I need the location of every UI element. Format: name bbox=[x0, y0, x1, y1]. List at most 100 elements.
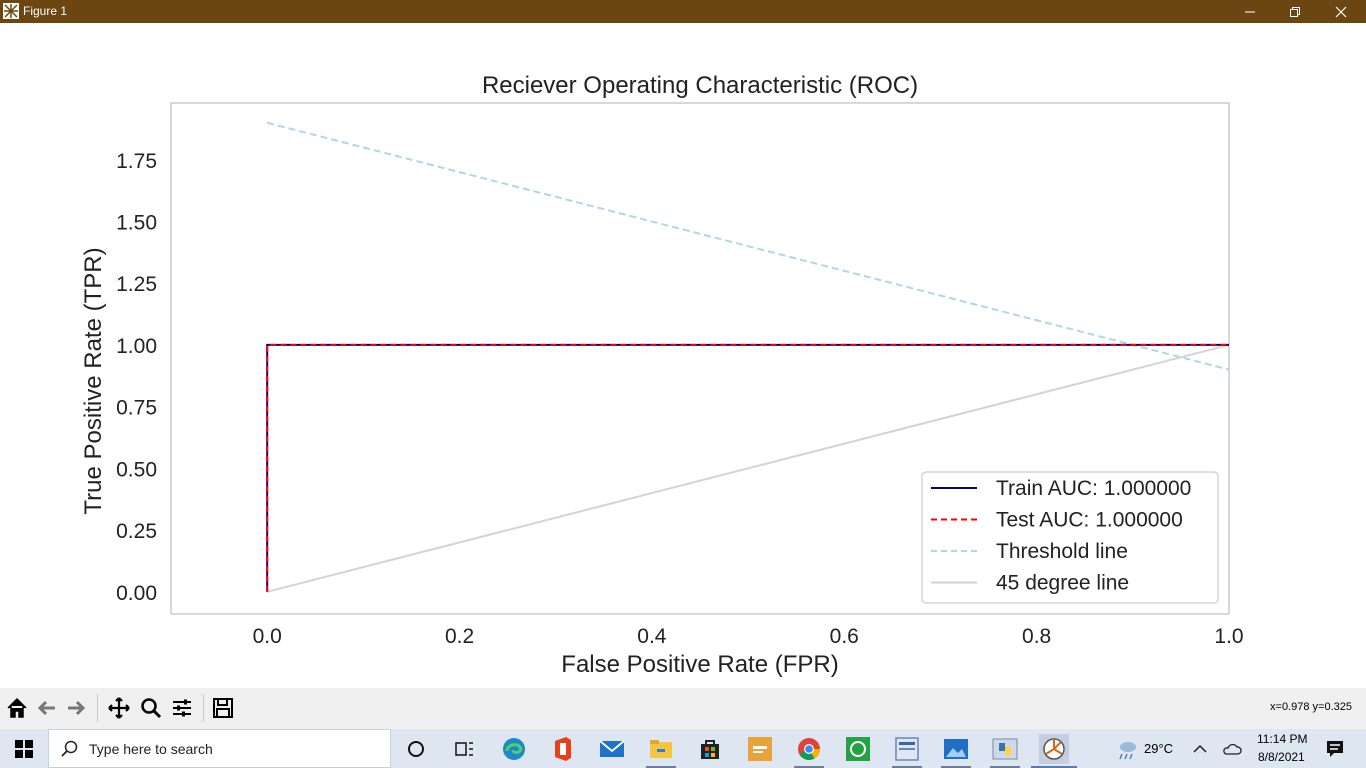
taskbar: Type here to search bbox=[0, 729, 1366, 768]
whatsapp-button[interactable] bbox=[843, 734, 873, 764]
chart-title: Reciever Operating Characteristic (ROC) bbox=[482, 72, 918, 99]
edge-icon bbox=[503, 738, 525, 760]
legend-entry: 45 degree line bbox=[996, 572, 1129, 595]
x-tick-label: 0.0 bbox=[253, 625, 282, 648]
chrome-icon bbox=[798, 738, 820, 760]
back-icon bbox=[37, 700, 55, 716]
photos-button[interactable] bbox=[941, 734, 971, 764]
legend-entry: Threshold line bbox=[996, 540, 1128, 563]
forward-button[interactable] bbox=[61, 693, 91, 723]
series-line bbox=[266, 121, 1230, 371]
pan-icon bbox=[108, 697, 130, 719]
zoom-button[interactable] bbox=[136, 693, 166, 723]
figure-canvas[interactable]: Reciever Operating Characteristic (ROC) … bbox=[0, 23, 1366, 688]
clock-time[interactable]: 11:14 PM bbox=[1257, 732, 1308, 746]
matplotlib-figure-icon bbox=[1043, 738, 1065, 760]
cortana-icon bbox=[408, 741, 424, 757]
mail-button[interactable] bbox=[597, 734, 627, 764]
clock-date[interactable]: 8/8/2021 bbox=[1258, 750, 1305, 764]
photos-icon bbox=[944, 739, 968, 759]
cortana-button[interactable] bbox=[401, 734, 431, 764]
file-explorer-button[interactable] bbox=[646, 734, 676, 764]
pan-button[interactable] bbox=[104, 693, 134, 723]
taskbar-search-box[interactable]: Type here to search bbox=[48, 729, 391, 768]
search-placeholder: Type here to search bbox=[89, 741, 213, 757]
home-icon bbox=[7, 697, 27, 718]
chevron-up-icon bbox=[1193, 744, 1207, 753]
y-tick-label: 1.00 bbox=[116, 335, 157, 358]
prime-video-button[interactable] bbox=[745, 734, 775, 764]
zoom-icon bbox=[141, 698, 162, 719]
x-axis-label: False Positive Rate (FPR) bbox=[561, 651, 838, 678]
save-button[interactable] bbox=[208, 693, 238, 723]
cloud-icon bbox=[1223, 743, 1242, 755]
y-tick-label: 0.25 bbox=[116, 520, 157, 543]
office-button[interactable] bbox=[548, 734, 578, 764]
legend-entry: Train AUC: 1.000000 bbox=[996, 477, 1191, 500]
forward-icon bbox=[68, 700, 86, 716]
notification-icon bbox=[1327, 741, 1343, 757]
active-app-indicator bbox=[990, 766, 1020, 768]
series-line bbox=[266, 343, 1229, 592]
search-icon bbox=[61, 740, 78, 757]
navigation-toolbar: x=0.978 y=0.325 bbox=[0, 688, 1366, 729]
weather-button[interactable] bbox=[1112, 734, 1142, 764]
chrome-button[interactable] bbox=[794, 734, 824, 764]
office-icon bbox=[555, 737, 571, 761]
toolbar-separator bbox=[97, 694, 98, 722]
mail-icon bbox=[599, 740, 625, 757]
weather-temperature: 29°C bbox=[1144, 741, 1174, 756]
back-button[interactable] bbox=[32, 693, 62, 723]
y-tick-label: 0.75 bbox=[116, 397, 157, 420]
word-editor-icon bbox=[895, 737, 919, 761]
close-button[interactable] bbox=[1318, 0, 1364, 23]
python-button[interactable] bbox=[990, 734, 1020, 764]
whatsapp-icon bbox=[846, 737, 870, 761]
action-center-button[interactable] bbox=[1320, 734, 1350, 764]
y-tick-label: 0.00 bbox=[116, 582, 157, 605]
edge-button[interactable] bbox=[499, 734, 529, 764]
x-tick-label: 0.4 bbox=[637, 625, 667, 648]
prime-video-icon bbox=[748, 737, 772, 761]
active-app-indicator bbox=[1031, 766, 1077, 768]
x-tick-label: 0.6 bbox=[830, 625, 859, 648]
configure-subplots-icon bbox=[173, 699, 191, 717]
window-titlebar: Figure 1 bbox=[0, 0, 1366, 23]
minimize-icon bbox=[1245, 11, 1255, 12]
legend-entry: Test AUC: 1.000000 bbox=[996, 509, 1183, 532]
y-axis-label: True Positive Rate (TPR) bbox=[80, 247, 107, 514]
word-editor-button[interactable] bbox=[892, 734, 922, 764]
active-app-indicator bbox=[794, 766, 824, 768]
active-app-indicator bbox=[941, 766, 971, 768]
cursor-coordinates: x=0.978 y=0.325 bbox=[1270, 701, 1352, 713]
minimize-button[interactable] bbox=[1227, 0, 1273, 23]
task-view-icon bbox=[455, 742, 473, 756]
y-tick-label: 1.25 bbox=[116, 273, 157, 296]
show-hidden-icons-button[interactable] bbox=[1187, 734, 1213, 764]
restore-icon bbox=[1290, 6, 1300, 17]
windows-logo-icon bbox=[15, 739, 33, 758]
active-app-indicator bbox=[892, 766, 922, 768]
start-button[interactable] bbox=[0, 729, 48, 768]
task-view-button[interactable] bbox=[449, 734, 479, 764]
legend-box bbox=[921, 471, 1219, 604]
y-tick-label: 0.50 bbox=[116, 458, 157, 481]
x-tick-label: 1.0 bbox=[1214, 625, 1243, 648]
onedrive-button[interactable] bbox=[1219, 734, 1245, 764]
x-tick-label: 0.2 bbox=[445, 625, 474, 648]
restore-button[interactable] bbox=[1272, 0, 1318, 23]
y-tick-label: 1.75 bbox=[116, 150, 157, 173]
x-tick-label: 0.8 bbox=[1022, 625, 1051, 648]
store-icon bbox=[701, 740, 719, 759]
save-icon bbox=[213, 698, 233, 718]
weather-icon bbox=[1119, 742, 1136, 760]
matplotlib-app-icon bbox=[3, 3, 19, 19]
matplotlib-figure-button[interactable] bbox=[1039, 734, 1069, 764]
configure-subplots-button[interactable] bbox=[167, 693, 197, 723]
y-tick-label: 1.50 bbox=[116, 211, 157, 234]
store-button[interactable] bbox=[695, 734, 725, 764]
active-app-indicator bbox=[646, 766, 676, 768]
legend: Train AUC: 1.000000 Test AUC: 1.000000 Thr… bbox=[921, 471, 1219, 604]
home-button[interactable] bbox=[2, 693, 32, 723]
file-explorer-icon bbox=[650, 740, 672, 758]
